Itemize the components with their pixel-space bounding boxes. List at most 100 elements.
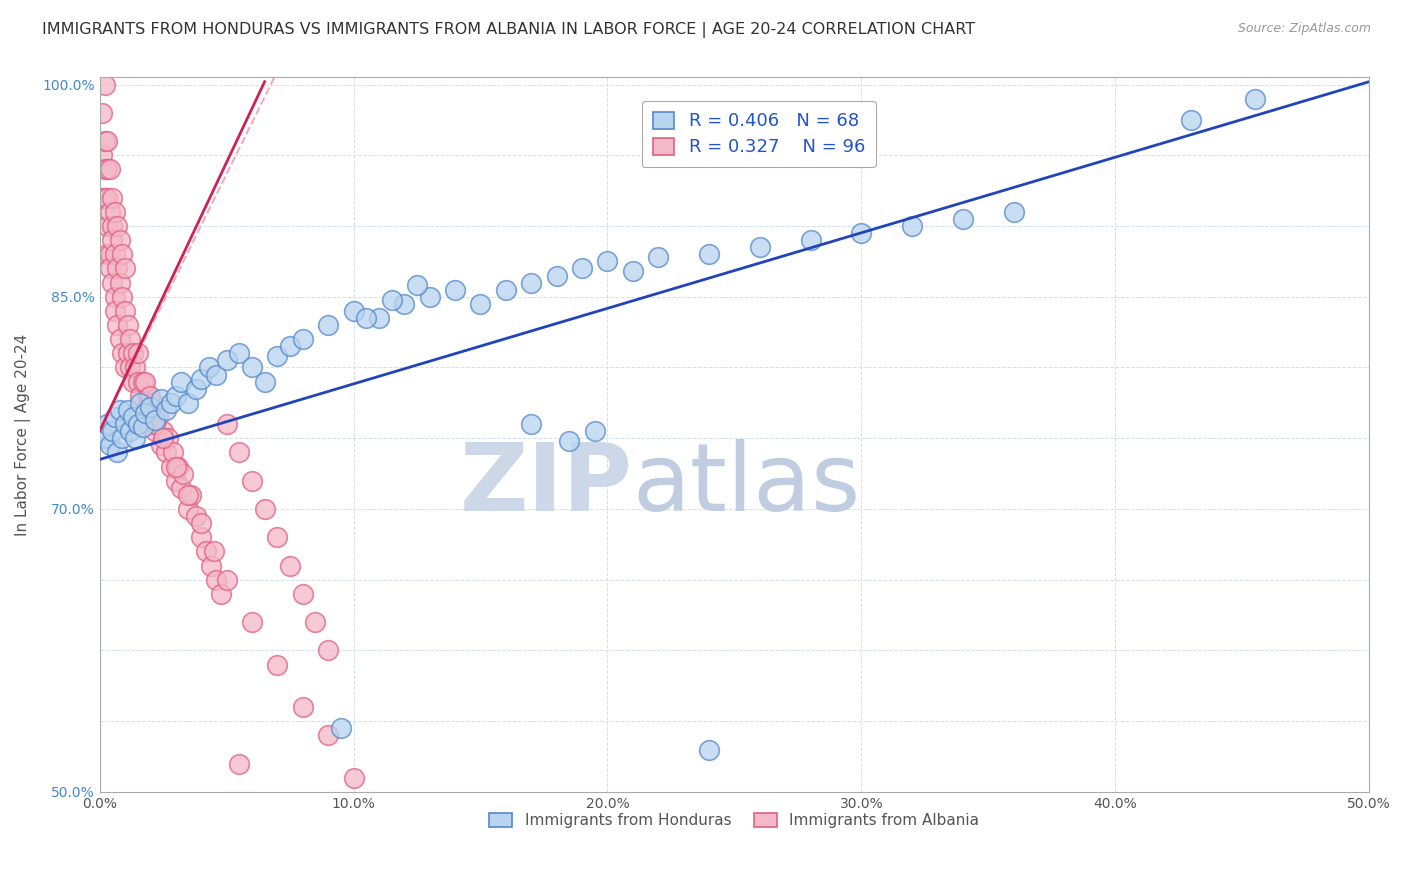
Point: [129, 396, 152, 410]
Legend: Immigrants from Honduras, Immigrants from Albania: Immigrants from Honduras, Immigrants fro…: [484, 806, 986, 834]
Point: [120, 332, 142, 346]
Point: [228, 346, 250, 360]
Point: [342, 771, 364, 785]
Point: [114, 360, 136, 375]
Point: [367, 310, 389, 325]
Point: [291, 700, 314, 714]
Point: [117, 346, 139, 360]
Point: [114, 261, 136, 276]
Point: [205, 368, 228, 382]
Point: [96, 247, 118, 261]
Point: [291, 332, 314, 346]
Point: [155, 445, 177, 459]
Point: [91, 191, 114, 205]
Point: [1180, 112, 1202, 127]
Point: [278, 558, 301, 573]
Point: [93, 78, 115, 92]
Point: [190, 516, 212, 530]
Point: [159, 396, 181, 410]
Text: IMMIGRANTS FROM HONDURAS VS IMMIGRANTS FROM ALBANIA IN LABOR FORCE | AGE 20-24 C: IMMIGRANTS FROM HONDURAS VS IMMIGRANTS F…: [42, 22, 976, 38]
Point: [98, 247, 121, 261]
Point: [120, 424, 142, 438]
Point: [266, 530, 288, 544]
Point: [304, 615, 326, 630]
Point: [278, 339, 301, 353]
Point: [146, 410, 169, 425]
Point: [134, 403, 156, 417]
Point: [228, 445, 250, 459]
Point: [495, 283, 517, 297]
Point: [316, 643, 339, 657]
Point: [167, 459, 190, 474]
Point: [101, 191, 124, 205]
Point: [419, 290, 441, 304]
Point: [621, 264, 644, 278]
Point: [200, 558, 222, 573]
Point: [117, 318, 139, 332]
Point: [93, 134, 115, 148]
Point: [240, 615, 263, 630]
Point: [172, 467, 194, 481]
Point: [381, 293, 404, 307]
Point: [647, 250, 669, 264]
Point: [145, 424, 167, 438]
Point: [253, 502, 276, 516]
Point: [367, 799, 389, 814]
Point: [105, 219, 128, 233]
Point: [124, 431, 146, 445]
Point: [240, 474, 263, 488]
Point: [104, 247, 127, 261]
Point: [165, 389, 187, 403]
Point: [129, 389, 152, 403]
Point: [253, 375, 276, 389]
Point: [136, 389, 159, 403]
Point: [851, 226, 873, 240]
Point: [180, 488, 202, 502]
Point: [96, 191, 118, 205]
Point: [596, 254, 619, 268]
Point: [266, 657, 288, 672]
Point: [291, 587, 314, 601]
Point: [215, 573, 238, 587]
Point: [101, 219, 124, 233]
Point: [132, 375, 155, 389]
Point: [152, 424, 174, 438]
Point: [316, 728, 339, 742]
Point: [117, 403, 139, 417]
Point: [470, 297, 492, 311]
Point: [748, 240, 770, 254]
Point: [162, 445, 184, 459]
Point: [105, 318, 128, 332]
Point: [952, 211, 974, 226]
Point: [114, 304, 136, 318]
Point: [101, 276, 124, 290]
Point: [145, 413, 167, 427]
Point: [134, 406, 156, 420]
Point: [520, 417, 543, 431]
Point: [98, 162, 121, 177]
Point: [211, 587, 233, 601]
Point: [697, 247, 720, 261]
Point: [121, 375, 143, 389]
Point: [121, 410, 143, 425]
Point: [127, 375, 149, 389]
Point: [190, 372, 212, 386]
Point: [120, 360, 142, 375]
Point: [132, 420, 155, 434]
Point: [142, 396, 165, 410]
Point: [108, 276, 131, 290]
Point: [124, 360, 146, 375]
Point: [105, 261, 128, 276]
Point: [799, 233, 821, 247]
Point: [139, 417, 162, 431]
Point: [184, 382, 207, 396]
Text: ZIP: ZIP: [460, 439, 633, 531]
Point: [101, 424, 124, 438]
Point: [134, 375, 156, 389]
Point: [98, 205, 121, 219]
Point: [240, 360, 263, 375]
Point: [91, 148, 114, 162]
Point: [98, 438, 121, 452]
Point: [111, 346, 134, 360]
Point: [93, 431, 115, 445]
